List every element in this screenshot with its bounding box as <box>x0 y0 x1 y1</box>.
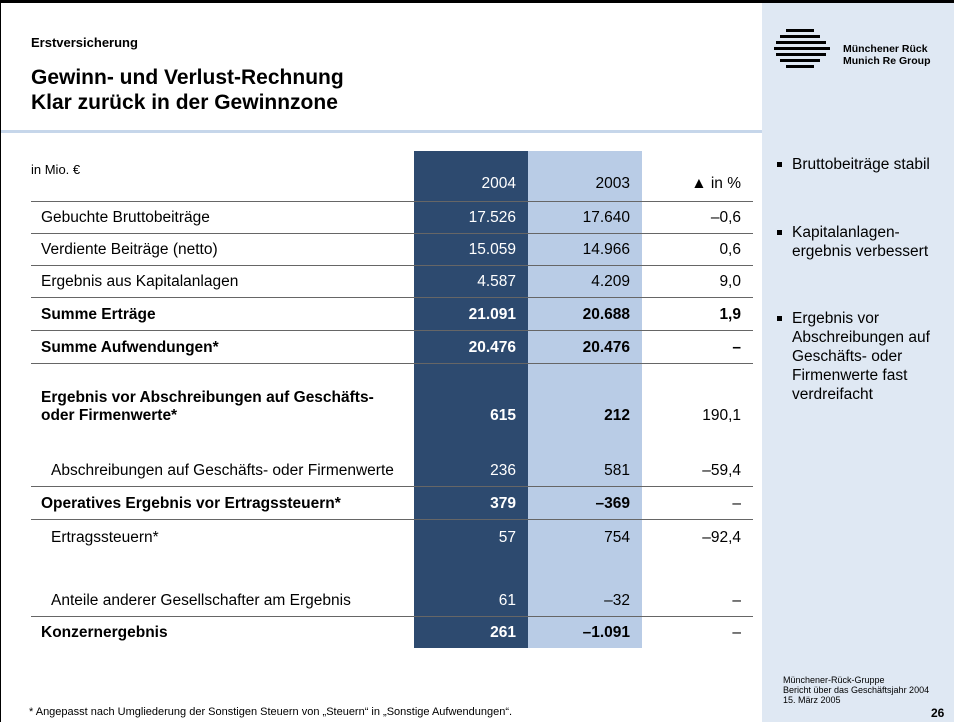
footer: Münchener-Rück-Gruppe Bericht über das G… <box>783 675 954 705</box>
cell-value: 212 <box>604 407 630 424</box>
cell-value: 236 <box>490 462 516 479</box>
cell-value: 615 <box>490 407 516 424</box>
cell-value: –369 <box>595 495 630 512</box>
rule <box>31 233 753 234</box>
rule <box>31 330 753 331</box>
cell-value: 754 <box>604 529 630 546</box>
bullet: Bruttobeiträge stabil <box>776 155 951 174</box>
sidebar <box>762 3 954 722</box>
cell-value: – <box>732 624 741 641</box>
row-label: Summe Aufwendungen* <box>41 339 219 356</box>
cell-value: – <box>732 592 741 609</box>
footer-line: 15. März 2005 <box>783 695 841 705</box>
column-header: 2003 <box>595 175 630 192</box>
cell-value: –1.091 <box>582 624 630 641</box>
cell-value: –32 <box>604 592 630 609</box>
cell-value: –59,4 <box>702 462 741 479</box>
cell-value: 190,1 <box>702 407 741 424</box>
cell-value: – <box>732 339 741 356</box>
rule <box>31 363 753 364</box>
logo-text: Münchener Rück Munich Re Group <box>843 43 931 67</box>
column-header: 2004 <box>481 175 516 192</box>
unit-label: in Mio. € <box>31 162 81 177</box>
rule <box>31 616 753 617</box>
footer-line: Münchener-Rück-Gruppe <box>783 675 885 685</box>
cell-value: – <box>732 495 741 512</box>
footnote: * Angepasst nach Umgliederung der Sonsti… <box>29 706 513 718</box>
header-rule <box>1 130 762 133</box>
title-line: Gewinn- und Verlust-Rechnung <box>31 66 344 89</box>
cell-value: 20.476 <box>468 339 516 356</box>
row-label: Abschreibungen auf Geschäfts- oder Firme… <box>51 462 394 479</box>
row-label: Verdiente Beiträge (netto) <box>41 241 218 258</box>
bullet: Ergebnis vor Abschreibungen auf Geschäft… <box>776 309 951 404</box>
cell-value: 1,9 <box>719 306 741 323</box>
cell-value: 17.640 <box>582 209 630 226</box>
cell-value: 261 <box>490 624 516 641</box>
logo-line: Munich Re Group <box>843 55 931 67</box>
cell-value: 21.091 <box>468 306 516 323</box>
logo-icon <box>774 29 830 68</box>
cell-value: 17.526 <box>468 209 516 226</box>
row-label: Ertragssteuern* <box>51 529 159 546</box>
rule <box>31 265 753 266</box>
cell-value: 20.688 <box>582 306 630 323</box>
rule <box>31 486 753 487</box>
footer-line: Bericht über das Geschäftsjahr 2004 <box>783 685 930 695</box>
row-label: Summe Erträge <box>41 306 156 323</box>
row-label: Operatives Ergebnis vor Ertragssteuern* <box>41 495 341 512</box>
cell-value: 581 <box>604 462 630 479</box>
cell-value: 57 <box>498 529 516 546</box>
logo-line: Münchener Rück <box>843 43 928 55</box>
rule <box>31 297 753 298</box>
cell-value: –0,6 <box>710 209 741 226</box>
cell-value: –92,4 <box>702 529 741 546</box>
row-label: Gebuchte Bruttobeiträge <box>41 209 210 226</box>
cell-value: 0,6 <box>719 241 741 258</box>
cell-value: 15.059 <box>468 241 516 258</box>
row-label: Ergebnis vor Abschreibungen auf Geschäft… <box>41 389 374 424</box>
rule <box>31 201 753 202</box>
bullet: Kapitalanlagen-ergebnis verbessert <box>776 223 951 261</box>
cell-value: 379 <box>490 495 516 512</box>
column-header: ▲ in % <box>691 175 741 192</box>
row-label: Konzernergebnis <box>41 624 168 641</box>
section: Erstversicherung <box>31 35 138 50</box>
rule <box>31 519 753 520</box>
page-number: 26 <box>931 706 945 720</box>
title-line: Klar zurück in der Gewinnzone <box>31 91 338 114</box>
row-label: Anteile anderer Gesellschafter am Ergebn… <box>51 592 351 609</box>
title: Gewinn- und Verlust-Rechnung Klar zurück … <box>31 65 344 115</box>
cell-value: 20.476 <box>582 339 630 356</box>
cell-value: 4.209 <box>591 273 630 290</box>
cell-value: 14.966 <box>582 241 630 258</box>
cell-value: 61 <box>498 592 516 609</box>
cell-value: 9,0 <box>719 273 741 290</box>
cell-value: 4.587 <box>477 273 516 290</box>
row-label: Ergebnis aus Kapitalanlagen <box>41 273 239 290</box>
